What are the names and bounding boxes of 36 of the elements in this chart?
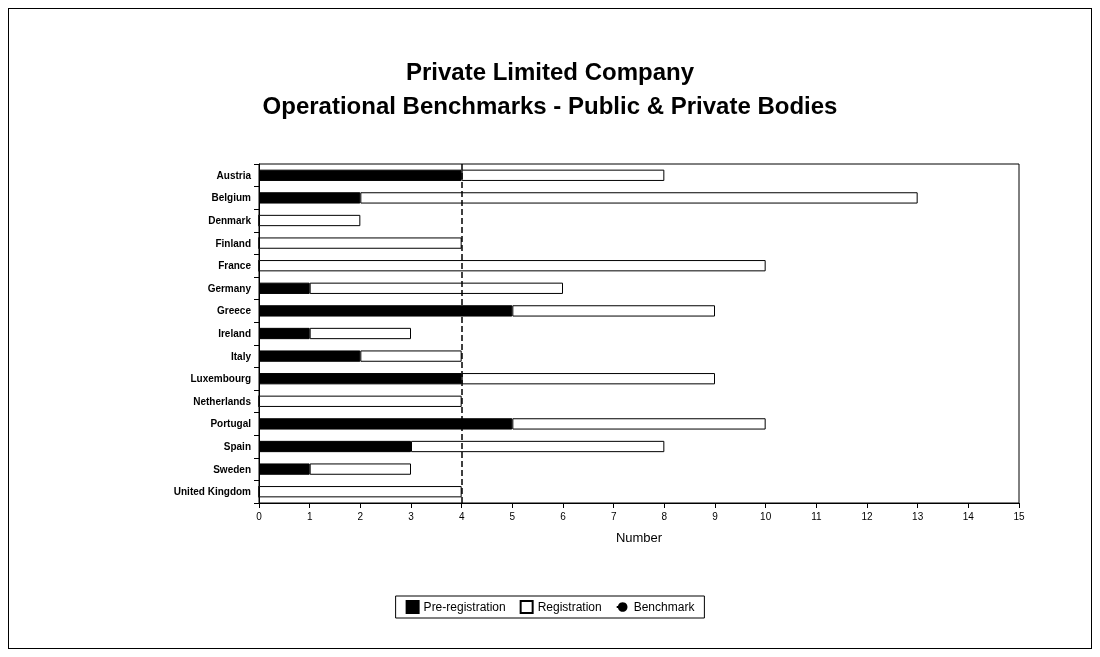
x-tick-label: 1 xyxy=(306,510,313,522)
y-tick-label: Denmark xyxy=(208,215,252,226)
y-tick-label: United Kingdom xyxy=(173,486,252,498)
x-tick-label: 5 xyxy=(509,510,516,522)
y-tick-label: Netherlands xyxy=(193,395,252,407)
y-tick-label: Italy xyxy=(230,350,252,362)
y-tick-label: Luxembourg xyxy=(190,373,251,385)
x-tick-label: 10 xyxy=(760,510,772,522)
x-tick-label: 9 xyxy=(712,510,719,522)
y-tick-label: France xyxy=(218,260,252,272)
x-axis-title: Number xyxy=(615,530,663,545)
legend-label: Registration xyxy=(537,600,602,614)
chart-title: Private Limited Company Operational Benchmarks - Public & Private Bodies xyxy=(262,57,838,119)
y-tick-label: Ireland xyxy=(218,328,251,339)
x-tick-label: 0 xyxy=(256,510,263,522)
x-tick-label: 11 xyxy=(811,510,822,522)
y-tick-label: Greece xyxy=(217,305,252,317)
y-tick-label: Finland xyxy=(215,237,251,249)
x-tick-label: 8 xyxy=(661,510,668,522)
y-tick-label: Portugal xyxy=(210,418,252,430)
x-tick-label: 15 xyxy=(1013,510,1025,522)
x-tick-label: 12 xyxy=(861,510,873,522)
x-tick-label: 3 xyxy=(408,510,415,522)
y-tick-label: Belgium xyxy=(211,192,252,204)
x-tick-label: 7 xyxy=(610,510,617,522)
x-tick-label: 2 xyxy=(357,510,364,522)
x-tick-label: 6 xyxy=(560,510,567,522)
y-tick-label: Sweden xyxy=(213,463,251,475)
x-tick-label: 4 xyxy=(458,510,465,522)
y-tick-label: Germany xyxy=(207,282,252,294)
x-tick-label: 14 xyxy=(962,510,975,522)
x-tick-label: 13 xyxy=(912,510,924,522)
y-tick-label: Austria xyxy=(216,169,252,181)
y-tick-label: Spain xyxy=(223,441,251,452)
legend-label: Pre-registration xyxy=(423,600,506,614)
legend-label: Benchmark xyxy=(633,600,696,614)
